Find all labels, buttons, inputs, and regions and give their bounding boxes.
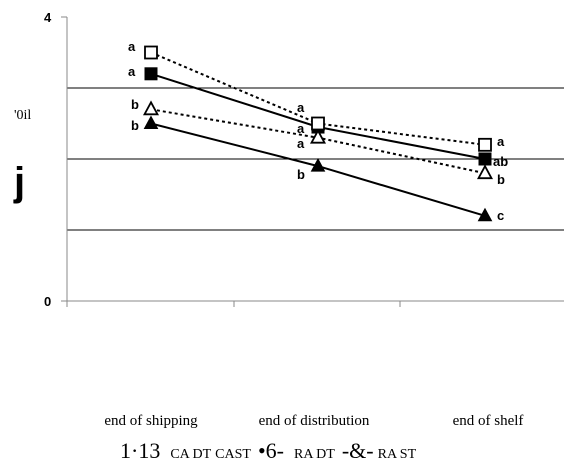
x-category-label-1: end of shipping [104,413,198,429]
letter-cast-2: b [297,167,305,182]
y-axis-label-big: j [13,160,25,204]
legend-prefix: 1·13 [120,438,160,463]
series-line-ca-dt [150,72,486,160]
legend-item-ra-dt: RA DT [294,447,335,462]
x-category-label-2: end of distribution [259,413,370,429]
point-ra-dt-3 [478,137,492,152]
point-ra-dt-2 [311,116,325,131]
point-cast-1 [143,115,159,129]
letter-ca-dt-1: a [128,64,136,79]
legend-symbol-2: -&- [342,438,374,463]
y-tick-label-min: 0 [44,294,51,309]
point-cast-2 [310,158,326,172]
point-cast-3 [477,207,493,222]
legend-item-ra-st: RA ST [378,447,417,462]
letter-ra-dt-2: a [297,100,305,115]
point-ra-st-2 [309,128,327,144]
point-ra-dt-1 [144,45,158,60]
letter-ra-st-2: a [297,136,305,151]
letter-cast-1: b [131,118,139,133]
legend-item-cast: CAST [215,447,251,462]
legend: 1·13 CA DT CAST •6- RA DT -&- RA ST [120,438,417,463]
legend-item-ca-dt: CA DT [170,447,211,462]
letter-ra-dt-3: a [497,134,505,149]
x-category-label-3: end of shelf [453,413,524,429]
letter-ra-st-1: b [131,97,139,112]
legend-symbol-1: •6- [258,438,284,463]
letter-ra-st-3: b [497,172,505,187]
letter-ra-dt-1: a [128,39,136,54]
letter-cast-3: c [497,208,504,223]
letter-ca-dt-2: a [297,121,305,136]
point-ra-st-1 [142,100,160,116]
y-tick-label-max: 4 [44,10,52,25]
point-ra-st-3 [476,164,494,180]
point-ca-dt-1 [144,67,158,81]
y-axis-label-small: '0il [14,108,31,123]
point-ca-dt-3 [478,152,492,166]
letter-ca-dt-3: ab [493,154,508,169]
